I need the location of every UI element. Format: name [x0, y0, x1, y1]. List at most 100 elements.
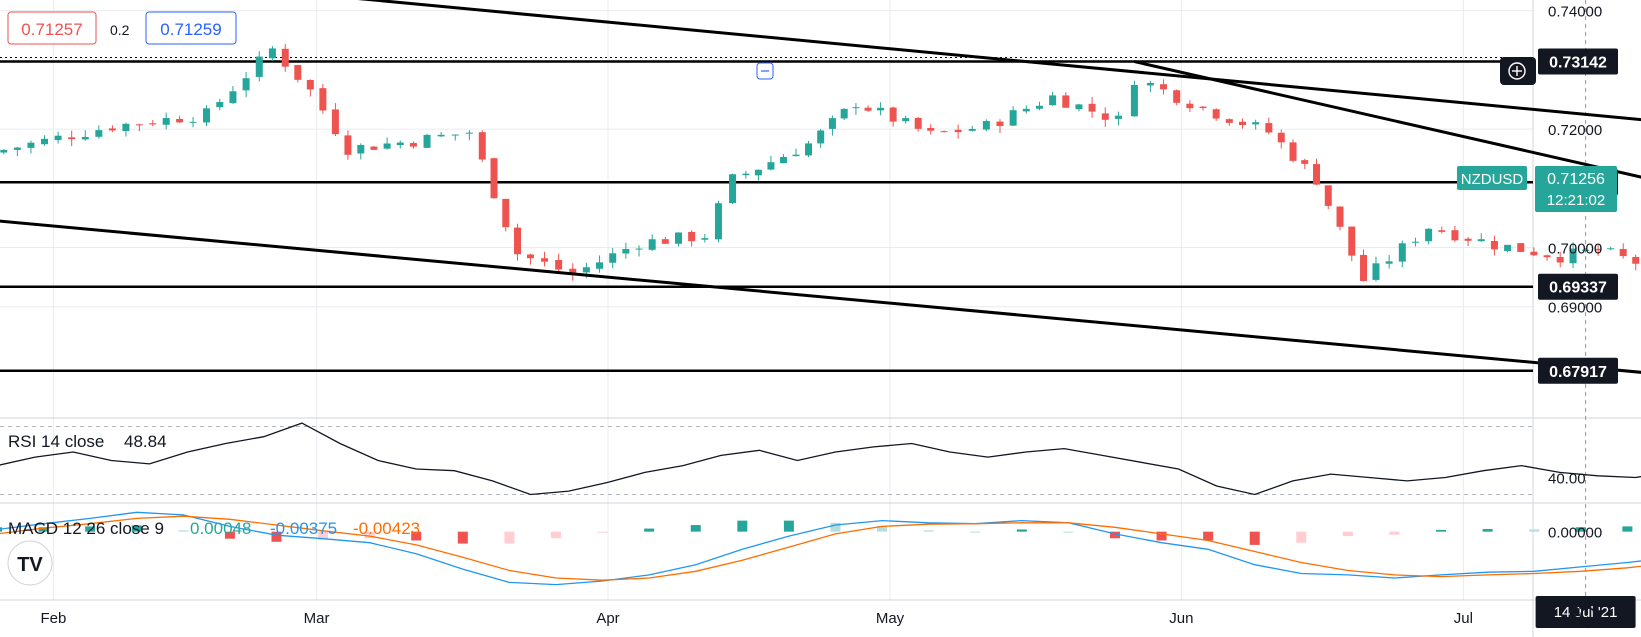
time-tick-label: Jul [1454, 610, 1473, 627]
macd-histogram-bar [224, 531, 235, 539]
ask-price-box[interactable]: 0.71259 [145, 11, 237, 45]
macd-histogram-bar [737, 520, 748, 532]
candle-body [54, 135, 62, 141]
gear-icon[interactable] [1574, 601, 1602, 629]
macd-histogram-bar [1063, 531, 1074, 533]
macd-histogram-bar [85, 526, 96, 532]
macd-histogram-bar [318, 531, 329, 540]
trend-line [357, 0, 1641, 122]
candle-body [370, 146, 378, 150]
macd-pane [0, 511, 1641, 586]
candle-body [229, 91, 237, 103]
candle-body [202, 108, 210, 123]
price-axis[interactable]: 0.74000 0.72000 0.70000 0.69000 40.00 0.00000 [1548, 4, 1602, 542]
candle-body [294, 65, 302, 80]
price-tick-label: 0.70000 [1548, 240, 1602, 257]
macd-legend[interactable]: MACD 12 26 close 9 0.00048 -0.00375 -0.0… [8, 519, 420, 538]
macd-tick-label: 0.00000 [1548, 525, 1602, 542]
macd-histogram-bar [1249, 531, 1260, 545]
candle-body [1336, 206, 1344, 227]
rsi-legend[interactable]: RSI 14 close 48.84 [8, 432, 167, 451]
candle-body [940, 131, 948, 133]
candle-body [1490, 240, 1498, 250]
candle-body [409, 143, 417, 147]
candle-body [122, 123, 130, 132]
candle-body [68, 137, 76, 140]
candle-body [1212, 109, 1220, 119]
candle-body [1186, 103, 1194, 109]
candle-body [1075, 104, 1083, 110]
price-level-tag[interactable]: 0.69337 [1538, 273, 1618, 300]
candle-body [1289, 142, 1297, 161]
macd-histogram-bar [1575, 527, 1586, 532]
candle-body [927, 127, 935, 131]
candle-body [1130, 85, 1138, 117]
macd-signal-value: -0.00423 [353, 519, 420, 538]
candle-body [319, 88, 327, 111]
candle-body [1543, 255, 1551, 258]
candle-body [1451, 230, 1459, 241]
candle-body [1517, 243, 1525, 252]
time-tick-label: Feb [40, 610, 66, 627]
candle-body [828, 118, 836, 129]
candle-body [1049, 95, 1057, 106]
candle-body [0, 149, 8, 153]
candle-body [135, 124, 143, 126]
macd-histogram-bar [1016, 529, 1027, 532]
time-tick-label: Jun [1169, 610, 1193, 627]
macd-histogram-bar [1529, 529, 1540, 532]
candle-body [1225, 119, 1233, 123]
trend-lines [0, 0, 1641, 374]
candle-body [1619, 249, 1627, 257]
macd-hist-value: 0.00048 [190, 519, 251, 538]
macd-histogram-bar [597, 531, 608, 533]
candle-body [1569, 248, 1577, 264]
symbol-tag[interactable]: NZDUSD [1457, 166, 1527, 190]
candle-body [383, 143, 391, 149]
price-tick-label: 0.72000 [1548, 122, 1602, 139]
macd-histogram-bar [504, 531, 515, 544]
candle-body [1385, 261, 1393, 264]
price-level-tag[interactable]: 0.73142 [1538, 48, 1618, 75]
candle-body [840, 108, 848, 119]
candle-body [41, 138, 49, 145]
candle-body [569, 268, 577, 275]
candle-body [1252, 122, 1260, 125]
price-level-tag[interactable]: 0.67917 [1538, 357, 1618, 384]
logo-mark: TV [17, 554, 43, 576]
time-tick-label: May [876, 610, 905, 627]
macd-histogram-bar [1389, 531, 1400, 535]
candle-body [701, 238, 709, 240]
current-price: 0.71256 [1547, 171, 1605, 188]
price-level-tag-bg [1538, 357, 1618, 384]
candle-body [852, 107, 860, 109]
macd-histogram-bar [644, 528, 655, 532]
macd-line [0, 511, 1641, 586]
tradingview-logo[interactable]: TV [7, 540, 53, 586]
candle-body [1425, 228, 1433, 242]
candle-body [1199, 106, 1207, 108]
candle-body [1398, 243, 1406, 262]
macd-label: MACD 12 26 close 9 [8, 519, 164, 538]
current-price-tag[interactable]: 0.71256 12:21:02 [1535, 166, 1617, 212]
candle-body [622, 248, 630, 254]
candle-body [306, 80, 314, 90]
alert-marker[interactable] [756, 62, 774, 80]
ask-price: 0.71259 [160, 20, 221, 39]
candle-body [729, 174, 737, 203]
price-tick-label: 0.74000 [1548, 4, 1602, 21]
time-axis[interactable]: Feb Mar Apr May Jun Jul [40, 610, 1473, 627]
macd-histogram-bar [1156, 531, 1167, 541]
macd-histogram-bar [38, 527, 49, 532]
candle-body [1313, 164, 1321, 185]
candle-body [268, 48, 276, 59]
candle-body [189, 121, 197, 123]
time-tick-label: Apr [596, 610, 619, 627]
add-alert-button[interactable] [1500, 57, 1536, 85]
bid-price-box[interactable]: 0.71257 [7, 11, 97, 45]
trend-line [1134, 60, 1641, 179]
candle-body [954, 129, 962, 133]
candle-body [451, 134, 459, 136]
candle-body [1239, 121, 1246, 126]
